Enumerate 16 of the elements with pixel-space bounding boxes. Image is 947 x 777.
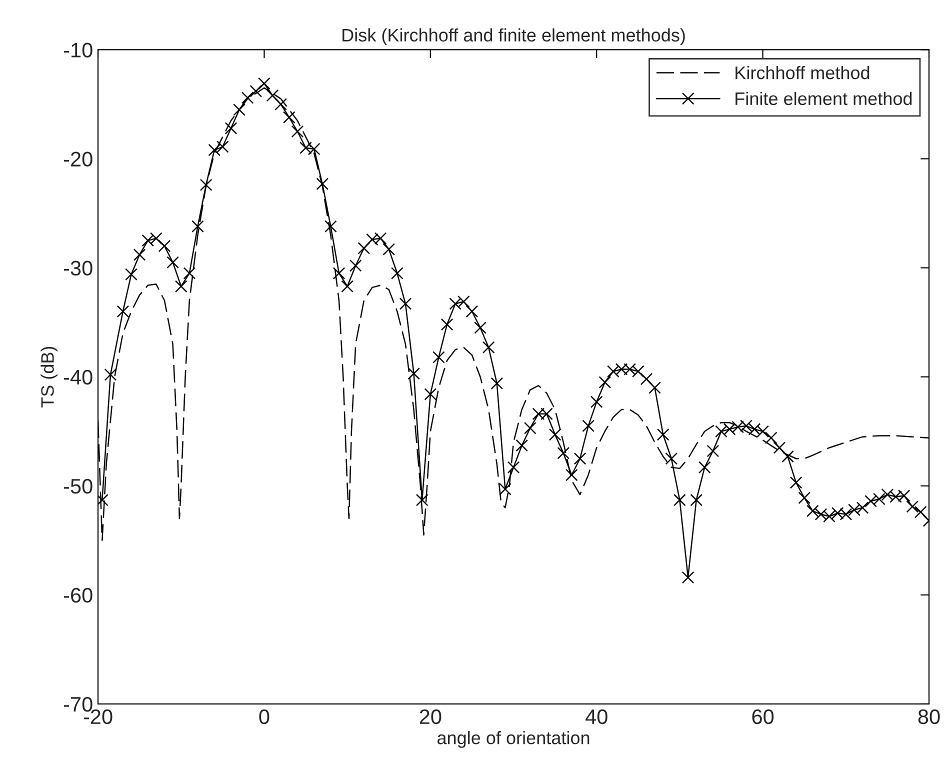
- y-tick-label: -10: [64, 42, 92, 58]
- x-tick-label: 80: [918, 709, 940, 724]
- x-tick-label: 20: [420, 709, 442, 724]
- x-tick-label: 60: [752, 709, 774, 724]
- y-axis-title: TS (dB): [40, 346, 58, 408]
- legend-label: Finite element method: [736, 92, 912, 106]
- x-axis-title: angle of orientation: [437, 731, 590, 748]
- y-tick-label: -20: [64, 152, 92, 167]
- x-tick-label: 40: [586, 709, 608, 724]
- chart-title: Disk (Kirchhoff and finite element methods): [342, 28, 685, 46]
- legend-label: Kirchhoff method: [736, 66, 870, 80]
- y-tick-label: -40: [64, 370, 92, 385]
- y-tick-label: -50: [64, 478, 92, 494]
- y-tick-label: -30: [64, 260, 92, 276]
- x-tick-label: 0: [259, 709, 270, 724]
- y-tick-label: -60: [64, 588, 92, 603]
